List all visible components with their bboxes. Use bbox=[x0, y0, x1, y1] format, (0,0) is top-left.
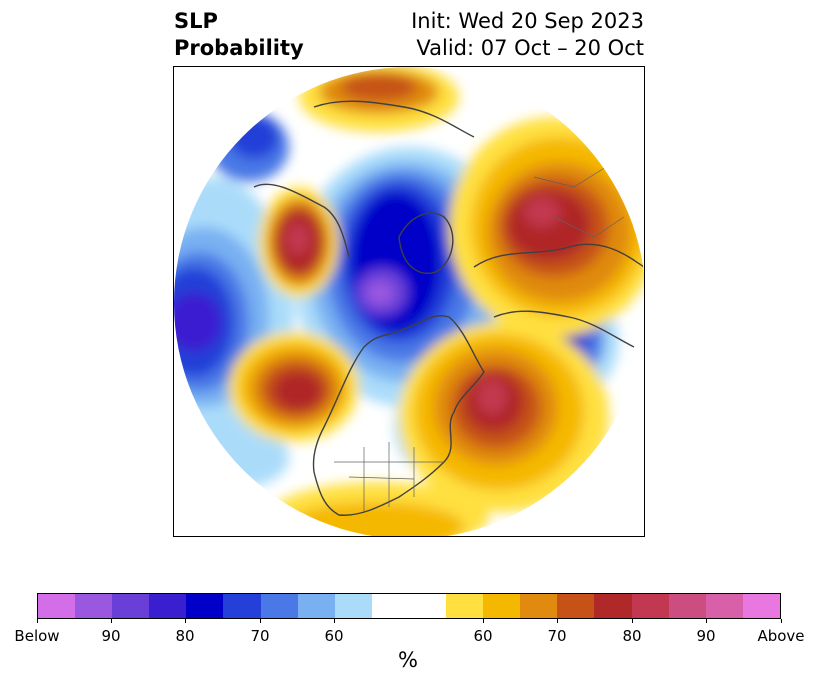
colorbar-segment-below bbox=[38, 594, 76, 618]
colorbar-tick-mark bbox=[706, 619, 707, 623]
title-type: Probability bbox=[174, 36, 304, 60]
colorbar-tick-mark bbox=[632, 619, 633, 623]
colorbar-segment-above bbox=[594, 594, 632, 618]
colorbar-segment-above bbox=[483, 594, 521, 618]
borders bbox=[334, 161, 625, 512]
colorbar-tick-mark bbox=[334, 619, 335, 623]
colorbar-segment-above bbox=[557, 594, 595, 618]
colorbar-tick-label: 60 bbox=[324, 627, 344, 645]
colorbar-tick-mark bbox=[111, 619, 112, 623]
colorbar-tick-mark bbox=[37, 619, 38, 623]
colorbar-tick-label: Above bbox=[757, 627, 805, 645]
anomaly-polar-above bbox=[341, 73, 417, 101]
colorbar-segment-above bbox=[668, 594, 706, 618]
colorbar-tick-label: 70 bbox=[250, 627, 270, 645]
colorbar-tick-mark bbox=[483, 619, 484, 623]
colorbar-segment-below bbox=[260, 594, 298, 618]
colorbar-tick-label: 80 bbox=[622, 627, 642, 645]
anomaly-south-above bbox=[284, 502, 464, 536]
colorbar-tick-label: 80 bbox=[175, 627, 195, 645]
colorbar-tick-mark bbox=[260, 619, 261, 623]
colorbar-tick-label: 70 bbox=[547, 627, 567, 645]
colorbar-tick-label: 90 bbox=[101, 627, 121, 645]
slp-map bbox=[174, 67, 644, 536]
colorbar-tick-mark bbox=[185, 619, 186, 623]
colorbar-segment-above bbox=[631, 594, 669, 618]
anomaly-europe-above bbox=[524, 197, 560, 227]
title-right: Init: Wed 20 Sep 2023 Valid: 07 Oct – 20… bbox=[411, 8, 644, 62]
colorbar-segment-below bbox=[186, 594, 224, 618]
colorbar-segment-below bbox=[297, 594, 335, 618]
colorbar-segment-below bbox=[149, 594, 187, 618]
anomaly-atlantic-above bbox=[477, 379, 507, 415]
init-date: Init: Wed 20 Sep 2023 bbox=[411, 9, 644, 33]
colorbar-tick-label: 60 bbox=[473, 627, 493, 645]
anomaly-siberia-above bbox=[286, 223, 310, 255]
colorbar-segment-above bbox=[705, 594, 743, 618]
colorbar-tick-label: 90 bbox=[696, 627, 716, 645]
anomaly-nepac-above bbox=[273, 371, 323, 411]
anomaly-wpac-below bbox=[229, 115, 279, 159]
title-left: SLP Probability bbox=[174, 8, 304, 62]
map-frame bbox=[173, 66, 645, 537]
colorbar-tick-mark bbox=[781, 619, 782, 623]
coastlines bbox=[253, 100, 644, 516]
colorbar-segment-above bbox=[520, 594, 558, 618]
colorbar bbox=[37, 593, 781, 619]
colorbar-segment-below bbox=[75, 594, 113, 618]
colorbar-segment-above bbox=[446, 594, 484, 618]
colorbar-unit: % bbox=[398, 648, 418, 672]
colorbar-segment-below bbox=[223, 594, 261, 618]
anomaly-wpac-below bbox=[174, 292, 222, 352]
title-variable: SLP bbox=[174, 9, 218, 33]
colorbar-segment-neutral bbox=[371, 594, 447, 618]
colorbar-tick-mark bbox=[557, 619, 558, 623]
colorbar-tick-label: Below bbox=[14, 627, 60, 645]
anomaly-arctic-below bbox=[366, 281, 394, 305]
colorbar-segment-above bbox=[742, 594, 780, 618]
probability-field bbox=[174, 67, 644, 536]
colorbar-segment-below bbox=[334, 594, 372, 618]
valid-range: Valid: 07 Oct – 20 Oct bbox=[416, 36, 644, 60]
colorbar-segment-below bbox=[112, 594, 150, 618]
